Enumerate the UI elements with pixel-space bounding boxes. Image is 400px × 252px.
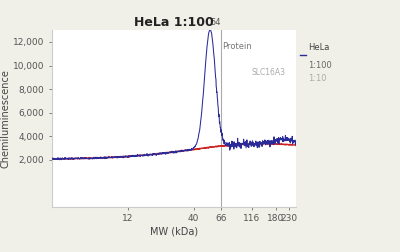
X-axis label: MW (kDa): MW (kDa) <box>150 226 198 236</box>
Text: 1:100: 1:100 <box>308 61 332 70</box>
Title: HeLa 1:100: HeLa 1:100 <box>134 16 214 29</box>
Text: HeLa: HeLa <box>308 43 329 52</box>
Text: Protein: Protein <box>222 42 252 51</box>
Text: 54: 54 <box>210 17 221 26</box>
Text: 1:10: 1:10 <box>308 74 326 83</box>
Y-axis label: Chemiluminescence: Chemiluminescence <box>0 69 10 168</box>
Text: SLC16A3: SLC16A3 <box>251 68 285 77</box>
